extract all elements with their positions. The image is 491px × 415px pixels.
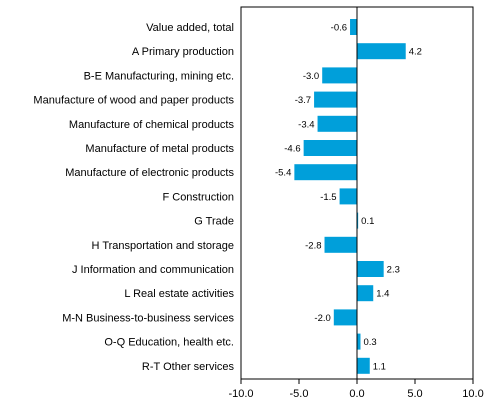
category-label: B-E Manufacturing, mining etc. xyxy=(84,70,234,82)
bar xyxy=(357,333,361,350)
x-tick-label: 10.0 xyxy=(462,388,483,400)
bar xyxy=(357,212,359,229)
value-label: 2.3 xyxy=(387,265,400,276)
bar xyxy=(314,91,357,108)
bar xyxy=(324,236,357,253)
value-label: -3.4 xyxy=(298,119,314,130)
bar xyxy=(350,19,357,35)
bar xyxy=(333,309,357,326)
category-label: R-T Other services xyxy=(142,361,235,373)
bar xyxy=(357,43,406,60)
bar xyxy=(317,115,357,132)
x-tick-label: 0.0 xyxy=(349,388,364,400)
category-label: J Information and communication xyxy=(72,264,234,276)
value-label: 1.1 xyxy=(373,361,386,372)
category-label: Manufacture of chemical products xyxy=(69,119,235,131)
value-label: -1.5 xyxy=(320,192,336,203)
bars-group xyxy=(294,19,406,374)
value-labels-group: -0.6 4.2 -3.0 -3.7 -3.4 -4.6 -5.4 -1.5 0.1 -2.8 2.… xyxy=(275,23,422,373)
x-tick-label: 5.0 xyxy=(407,388,422,400)
bar xyxy=(357,285,374,302)
category-label: G Trade xyxy=(194,216,234,228)
category-label: Manufacture of metal products xyxy=(85,143,234,155)
value-label: 4.2 xyxy=(409,47,422,58)
bar xyxy=(357,357,370,374)
value-label: 0.1 xyxy=(361,216,374,227)
bar xyxy=(303,140,357,156)
category-label: A Primary production xyxy=(132,46,234,58)
x-axis-ticks-group: -10.0 -5.0 0.0 5.0 10.0 xyxy=(228,379,484,400)
category-label: H Transportation and storage xyxy=(92,240,234,252)
value-label: -4.6 xyxy=(284,144,300,155)
value-label: -3.0 xyxy=(303,71,319,82)
x-tick-label: -5.0 xyxy=(290,388,309,400)
category-label: Manufacture of electronic products xyxy=(65,167,234,179)
category-label: Value added, total xyxy=(146,22,234,34)
value-label: -2.8 xyxy=(305,240,321,251)
value-label: -3.7 xyxy=(295,95,311,106)
category-labels-group: Value added, total A Primary production B-… xyxy=(33,22,234,373)
value-label: 0.3 xyxy=(363,337,376,348)
value-label: 1.4 xyxy=(376,289,389,300)
value-label: -0.6 xyxy=(331,23,347,34)
bar xyxy=(339,188,357,205)
category-label: O-Q Education, health etc. xyxy=(104,337,234,349)
value-label: -5.4 xyxy=(275,168,291,179)
x-tick-label: -10.0 xyxy=(228,388,253,400)
category-label: F Construction xyxy=(162,191,234,203)
category-label: Manufacture of wood and paper products xyxy=(33,95,234,107)
category-label: L Real estate activities xyxy=(124,288,234,300)
category-label: M-N Business-to-business services xyxy=(62,312,234,324)
bar xyxy=(294,164,357,181)
bar xyxy=(357,261,384,277)
bar xyxy=(322,67,357,84)
value-label: -2.0 xyxy=(314,313,330,324)
